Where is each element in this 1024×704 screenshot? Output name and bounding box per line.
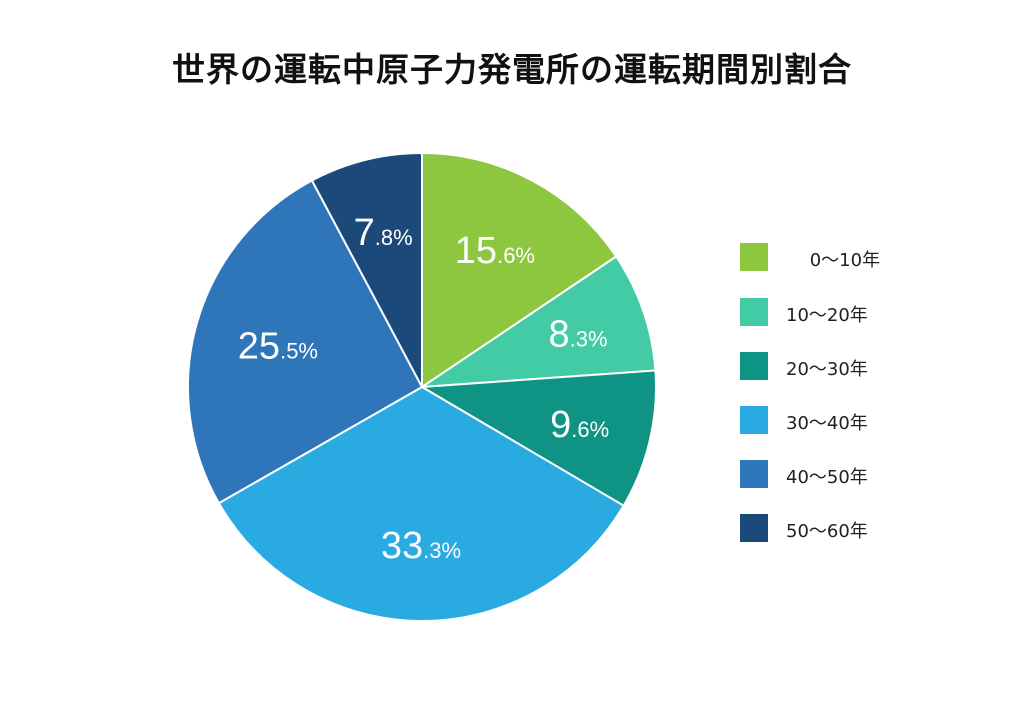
slice-value-label: 9.6% xyxy=(550,404,609,446)
slice-value-label: 7.8% xyxy=(354,212,413,254)
slice-value-label: 33.3% xyxy=(381,525,461,567)
pie-value-labels: 15.6% 8.3% 9.6% 33.3% 25.5% 7.8% xyxy=(238,212,609,567)
legend-label: 50〜60年 xyxy=(786,521,868,542)
slice-value-label: 15.6% xyxy=(455,230,535,272)
legend-item-40-50: 40〜50年 xyxy=(740,460,940,488)
legend-swatch xyxy=(740,352,768,380)
legend-label: 0〜10年 xyxy=(786,250,881,271)
chart-title: 世界の運転中原子力発電所の運転期間別割合 xyxy=(172,50,852,89)
slice-10-20 xyxy=(421,255,657,388)
legend-item-10-20: 10〜20年 xyxy=(740,298,940,326)
slice-value-label: 25.5% xyxy=(238,325,318,367)
legend-item-50-60: 50〜60年 xyxy=(740,514,940,542)
legend-swatch xyxy=(740,460,768,488)
slice-value-label: 8.3% xyxy=(548,313,607,355)
slice-50-60 xyxy=(310,152,423,388)
legend-swatch xyxy=(740,406,768,434)
legend-label: 10〜20年 xyxy=(786,305,868,326)
legend-label: 40〜50年 xyxy=(786,467,868,488)
legend-item-0-10: 0〜10年 xyxy=(740,243,940,271)
slice-20-30 xyxy=(421,369,657,507)
slice-40-50 xyxy=(187,179,423,505)
legend-item-20-30: 20〜30年 xyxy=(740,352,940,380)
legend-label: 30〜40年 xyxy=(786,413,868,434)
legend-swatch xyxy=(740,298,768,326)
legend-label: 20〜30年 xyxy=(786,359,868,380)
legend-swatch xyxy=(740,514,768,542)
pie-slices xyxy=(187,152,657,622)
legend-swatch xyxy=(740,243,768,271)
slice-0-10 xyxy=(421,152,618,388)
legend-item-30-40: 30〜40年 xyxy=(740,406,940,434)
